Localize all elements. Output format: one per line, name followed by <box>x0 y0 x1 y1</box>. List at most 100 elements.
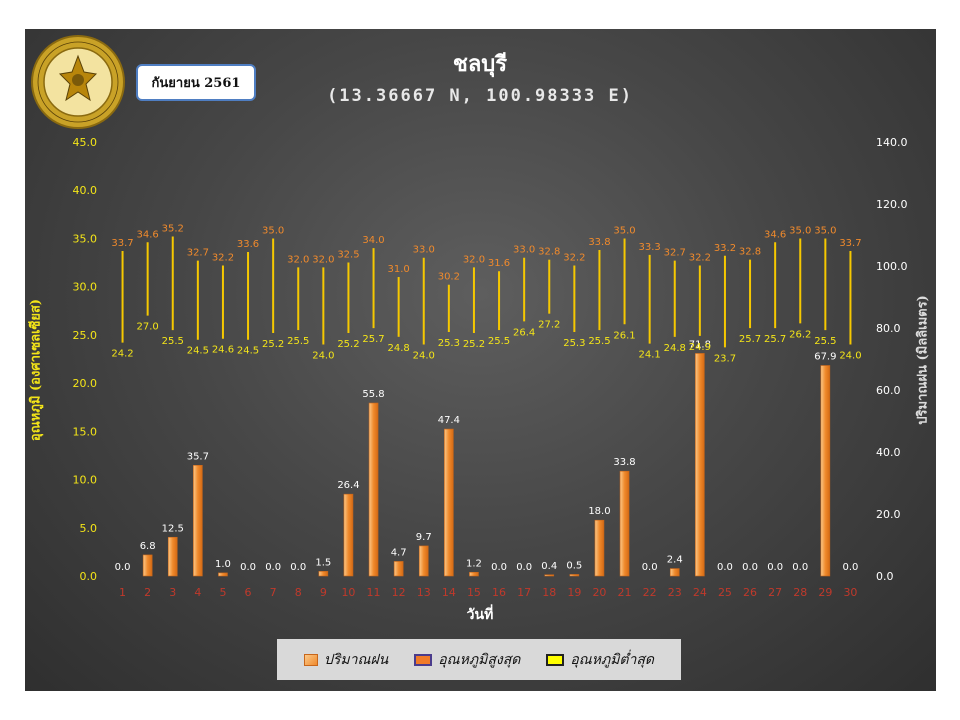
x-tick-label: 8 <box>295 586 302 599</box>
tmax-data-label: 32.0 <box>463 254 485 265</box>
rain-bar <box>343 493 354 577</box>
legend-item-tmax: อุณหภูมิสูงสุด <box>414 649 520 671</box>
tmax-data-label: 30.2 <box>438 272 460 283</box>
tmax-data-label: 34.6 <box>764 229 786 240</box>
rain-data-label: 47.4 <box>438 415 460 426</box>
rain-bar <box>418 545 429 577</box>
rain-bar <box>695 353 705 577</box>
tmin-data-label: 24.0 <box>312 351 334 362</box>
y-left-tick-label: 25.0 <box>73 329 98 342</box>
x-tick-label: 7 <box>270 586 277 599</box>
tmax-data-label: 32.0 <box>312 254 334 265</box>
tmin-data-label: 24.9 <box>689 342 711 353</box>
tmin-data-label: 24.2 <box>111 349 133 360</box>
x-tick-label: 3 <box>169 586 176 599</box>
rain-data-label: 67.9 <box>814 352 836 363</box>
tmax-data-label: 35.2 <box>162 224 184 235</box>
rain-data-label: 0.0 <box>491 562 507 573</box>
tmin-data-label: 26.2 <box>789 329 811 340</box>
rain-swatch-icon <box>303 653 318 666</box>
tmax-data-label: 33.0 <box>513 245 535 256</box>
y-left-tick-label: 10.0 <box>73 474 98 487</box>
tmin-data-label: 24.1 <box>639 350 661 361</box>
tmax-data-label: 32.5 <box>337 250 359 261</box>
tmin-data-label: 24.8 <box>664 343 686 354</box>
tmin-data-label: 25.7 <box>764 334 786 345</box>
x-tick-label: 2 <box>144 586 151 599</box>
rain-data-label: 71.8 <box>689 339 711 350</box>
rain-data-label: 4.7 <box>391 547 407 558</box>
tmin-data-label: 24.5 <box>237 346 259 357</box>
legend-item-tmin: อุณหภูมิต่ำสุด <box>546 649 654 671</box>
rain-bar <box>193 465 203 577</box>
legend-item-rain: ปริมาณฝน <box>303 649 389 671</box>
tmin-data-label: 27.2 <box>538 320 560 331</box>
x-tick-label: 21 <box>618 586 632 599</box>
tmin-data-label: 27.0 <box>137 322 159 333</box>
tmax-data-label: 32.2 <box>689 252 711 263</box>
rain-bar <box>318 571 329 577</box>
rain-bar <box>820 365 831 577</box>
rain-data-label: 0.0 <box>642 562 658 573</box>
y-left-tick-label: 40.0 <box>73 184 98 197</box>
legend: ปริมาณฝน อุณหภูมิสูงสุด อุณหภูมิต่ำสุด <box>277 639 681 680</box>
tmin-data-label: 24.6 <box>212 345 234 356</box>
tmax-data-label: 33.6 <box>237 239 259 250</box>
rain-data-label: 12.5 <box>162 523 184 534</box>
tmax-data-label: 35.0 <box>262 225 284 236</box>
y-right-tick-label: 100.0 <box>876 260 908 273</box>
tmax-data-label: 33.8 <box>588 237 610 248</box>
tmax-data-label: 32.7 <box>187 248 209 259</box>
rain-data-label: 0.0 <box>240 562 256 573</box>
rain-bar <box>444 428 454 577</box>
legend-label-rain: ปริมาณฝน <box>323 651 389 668</box>
x-tick-label: 22 <box>643 586 657 599</box>
rain-data-label: 6.8 <box>140 541 156 552</box>
rain-data-label: 1.2 <box>466 558 482 569</box>
tmin-data-label: 25.7 <box>739 334 761 345</box>
tmin-data-label: 26.1 <box>613 330 635 341</box>
y-axis-left-label: อุณหภูมิ (องศาเซลเซียส) <box>28 298 44 442</box>
x-tick-label: 15 <box>467 586 481 599</box>
x-tick-label: 27 <box>768 586 782 599</box>
x-tick-label: 11 <box>367 586 381 599</box>
rain-data-label: 0.4 <box>541 561 557 572</box>
rain-bar <box>544 574 555 577</box>
rain-data-label: 2.4 <box>667 555 683 566</box>
x-tick-label: 29 <box>818 586 832 599</box>
rain-data-label: 0.0 <box>742 562 758 573</box>
y-right-tick-label: 80.0 <box>876 322 901 335</box>
tmin-data-label: 25.2 <box>337 339 359 350</box>
rain-bar <box>142 554 153 577</box>
rain-data-label: 33.8 <box>613 457 635 468</box>
tmax-data-label: 35.0 <box>613 225 635 236</box>
rain-data-label: 0.5 <box>566 560 582 571</box>
rain-data-label: 35.7 <box>187 451 209 462</box>
tmin-data-label: 25.5 <box>588 336 610 347</box>
tmax-data-label: 32.2 <box>563 252 585 263</box>
tmin-swatch-icon <box>546 653 565 666</box>
tmin-data-label: 24.0 <box>839 351 861 362</box>
rain-data-label: 18.0 <box>588 506 610 517</box>
rain-data-label: 0.0 <box>265 562 281 573</box>
tmax-data-label: 34.6 <box>137 229 159 240</box>
tmax-data-label: 33.2 <box>714 243 736 254</box>
tmax-data-label: 33.7 <box>839 238 861 249</box>
y-left-tick-label: 20.0 <box>73 377 98 390</box>
x-tick-label: 9 <box>320 586 327 599</box>
y-left-tick-label: 35.0 <box>73 232 98 245</box>
x-tick-label: 4 <box>194 586 201 599</box>
tmax-data-label: 35.0 <box>814 225 836 236</box>
chart-subtitle: (13.36667 N, 100.98333 E) <box>327 86 633 106</box>
x-tick-label: 6 <box>245 586 252 599</box>
rain-data-label: 1.5 <box>315 557 331 568</box>
y-right-tick-label: 20.0 <box>876 508 901 521</box>
x-tick-label: 10 <box>341 586 355 599</box>
y-left-tick-label: 0.0 <box>80 570 98 583</box>
legend-label-tmax: อุณหภูมิสูงสุด <box>438 651 521 668</box>
y-right-tick-label: 120.0 <box>876 198 908 211</box>
tmin-data-label: 24.5 <box>187 346 209 357</box>
chart-panel <box>25 29 936 691</box>
tmax-data-label: 32.8 <box>739 247 761 258</box>
